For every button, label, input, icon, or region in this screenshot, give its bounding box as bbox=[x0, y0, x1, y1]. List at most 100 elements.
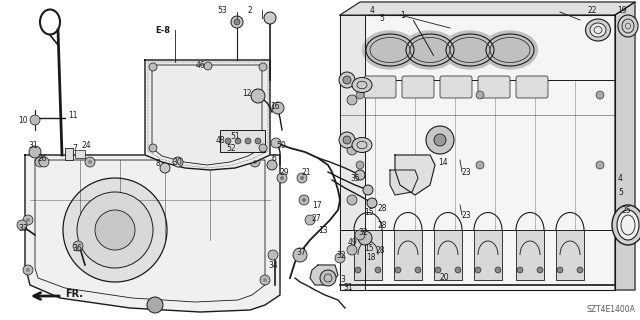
Circle shape bbox=[596, 91, 604, 99]
Circle shape bbox=[343, 136, 351, 144]
Circle shape bbox=[455, 267, 461, 273]
Ellipse shape bbox=[617, 210, 639, 240]
Circle shape bbox=[426, 126, 454, 154]
Circle shape bbox=[280, 176, 284, 180]
Text: 31: 31 bbox=[343, 284, 353, 292]
Circle shape bbox=[35, 157, 45, 167]
Text: 28: 28 bbox=[375, 245, 385, 254]
Circle shape bbox=[250, 157, 260, 167]
Circle shape bbox=[85, 157, 95, 167]
Circle shape bbox=[231, 16, 243, 28]
Circle shape bbox=[26, 218, 30, 222]
Circle shape bbox=[245, 138, 251, 144]
Ellipse shape bbox=[590, 23, 606, 37]
Text: 3: 3 bbox=[340, 276, 345, 284]
FancyBboxPatch shape bbox=[402, 76, 434, 98]
Circle shape bbox=[30, 115, 40, 125]
Text: 7: 7 bbox=[72, 143, 77, 153]
Circle shape bbox=[149, 63, 157, 71]
Ellipse shape bbox=[352, 138, 372, 153]
Circle shape bbox=[264, 12, 276, 24]
Text: 18: 18 bbox=[366, 253, 376, 262]
Circle shape bbox=[517, 267, 523, 273]
Circle shape bbox=[263, 278, 267, 282]
Circle shape bbox=[557, 267, 563, 273]
Text: 17: 17 bbox=[312, 201, 322, 210]
Circle shape bbox=[73, 241, 83, 251]
Text: 48: 48 bbox=[216, 135, 226, 145]
Ellipse shape bbox=[403, 31, 458, 69]
Circle shape bbox=[435, 267, 441, 273]
Circle shape bbox=[358, 231, 372, 245]
Circle shape bbox=[355, 267, 361, 273]
Bar bbox=[75, 150, 85, 158]
FancyBboxPatch shape bbox=[440, 76, 472, 98]
Text: 5: 5 bbox=[380, 13, 385, 22]
Text: 11: 11 bbox=[68, 110, 77, 119]
Text: 28: 28 bbox=[378, 220, 387, 229]
Circle shape bbox=[23, 265, 33, 275]
Circle shape bbox=[320, 270, 336, 286]
Text: 15: 15 bbox=[364, 244, 374, 252]
Circle shape bbox=[271, 138, 281, 148]
Text: SZT4E1400A: SZT4E1400A bbox=[586, 305, 635, 314]
Text: 16: 16 bbox=[270, 101, 280, 110]
Text: 15: 15 bbox=[364, 207, 374, 217]
Text: 34: 34 bbox=[268, 260, 278, 269]
Circle shape bbox=[160, 163, 170, 173]
Circle shape bbox=[267, 160, 277, 170]
Circle shape bbox=[537, 267, 543, 273]
Text: 23: 23 bbox=[462, 167, 472, 177]
Circle shape bbox=[251, 89, 265, 103]
Ellipse shape bbox=[483, 31, 538, 69]
Circle shape bbox=[347, 195, 357, 205]
Text: 6: 6 bbox=[272, 154, 277, 163]
Polygon shape bbox=[395, 155, 435, 195]
Circle shape bbox=[95, 210, 135, 250]
Circle shape bbox=[259, 63, 267, 71]
Text: 10: 10 bbox=[18, 116, 28, 124]
Text: 31: 31 bbox=[28, 140, 38, 149]
Text: 51: 51 bbox=[230, 132, 239, 140]
Circle shape bbox=[299, 195, 309, 205]
Polygon shape bbox=[310, 265, 338, 285]
Text: FR.: FR. bbox=[65, 289, 83, 299]
Bar bbox=[474, 230, 502, 280]
Text: 12: 12 bbox=[242, 89, 252, 98]
Text: 33: 33 bbox=[18, 223, 28, 233]
Bar bbox=[220, 130, 265, 152]
Circle shape bbox=[23, 215, 33, 225]
Text: 32: 32 bbox=[336, 251, 346, 260]
Ellipse shape bbox=[612, 205, 640, 245]
Circle shape bbox=[335, 253, 345, 263]
Text: 1: 1 bbox=[400, 11, 404, 20]
Text: 35: 35 bbox=[350, 173, 360, 182]
Circle shape bbox=[356, 91, 364, 99]
Circle shape bbox=[343, 76, 351, 84]
Circle shape bbox=[355, 170, 365, 180]
Text: 4: 4 bbox=[369, 5, 374, 14]
Text: 13: 13 bbox=[318, 226, 328, 235]
Circle shape bbox=[577, 267, 583, 273]
Text: 49: 49 bbox=[348, 237, 358, 246]
Text: 23: 23 bbox=[462, 211, 472, 220]
Text: 53: 53 bbox=[217, 5, 227, 14]
Circle shape bbox=[495, 267, 501, 273]
Polygon shape bbox=[615, 2, 635, 290]
Circle shape bbox=[26, 268, 30, 272]
Circle shape bbox=[297, 173, 307, 183]
Text: 36: 36 bbox=[72, 244, 82, 252]
Circle shape bbox=[355, 230, 365, 240]
Ellipse shape bbox=[442, 31, 497, 69]
Text: 22: 22 bbox=[588, 5, 596, 14]
Text: 19: 19 bbox=[617, 5, 627, 14]
Bar bbox=[65, 148, 73, 160]
Circle shape bbox=[434, 134, 446, 146]
Circle shape bbox=[234, 19, 240, 25]
Circle shape bbox=[39, 157, 49, 167]
Text: 8: 8 bbox=[155, 158, 160, 167]
Circle shape bbox=[63, 178, 167, 282]
Circle shape bbox=[255, 138, 261, 144]
Circle shape bbox=[302, 198, 306, 202]
Text: 4: 4 bbox=[618, 173, 623, 182]
